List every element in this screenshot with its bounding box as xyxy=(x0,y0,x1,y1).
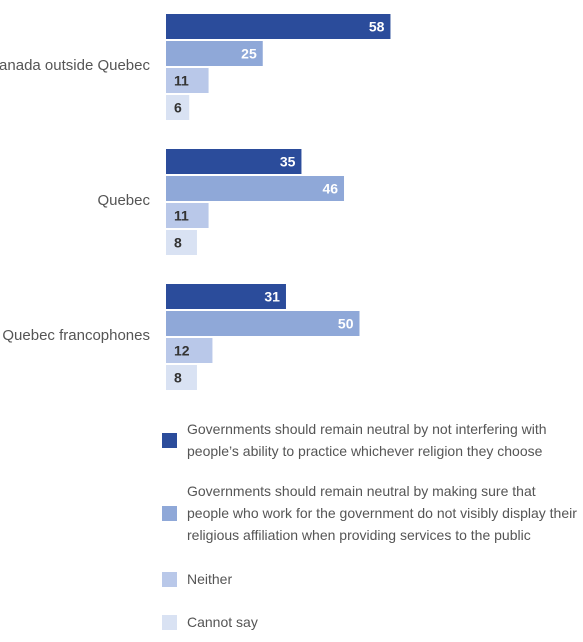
legend-label: Governments should remain neutral by not… xyxy=(187,421,547,459)
legend-label: Neither xyxy=(187,571,233,587)
data-label: 58 xyxy=(369,19,385,35)
bar xyxy=(166,41,263,66)
legend-item-visibly-display: Governments should remain neutral by mak… xyxy=(162,480,578,546)
data-label: 6 xyxy=(174,100,182,116)
category-label: Quebec francophones xyxy=(2,327,150,344)
bar xyxy=(166,311,360,336)
legend-swatch xyxy=(162,614,177,630)
legend-item-neither: Neither xyxy=(162,568,232,590)
data-label: 50 xyxy=(338,316,354,332)
data-label: 31 xyxy=(264,289,280,305)
bar xyxy=(166,338,213,363)
bar xyxy=(166,95,190,120)
bar xyxy=(166,68,209,93)
data-label: 8 xyxy=(174,370,182,386)
legend-label: Cannot say xyxy=(187,614,258,630)
data-label: 11 xyxy=(174,208,189,224)
category-label: Quebec xyxy=(97,192,150,209)
bar xyxy=(166,203,209,228)
legend-item-cannot-say: Cannot say xyxy=(162,611,258,633)
data-label: 11 xyxy=(174,73,189,89)
legend-item-interfering: Governments should remain neutral by not… xyxy=(162,418,578,462)
bar xyxy=(166,365,197,390)
data-label: 8 xyxy=(174,235,182,251)
data-label: 46 xyxy=(322,181,338,197)
legend-label: Governments should remain neutral by mak… xyxy=(187,483,577,543)
bar xyxy=(166,284,286,309)
legend-swatch xyxy=(162,571,177,587)
bar-chart: Canada outside Quebec 58 25 11 6 Quebec 35 46 11… xyxy=(0,14,391,390)
data-label: 25 xyxy=(241,46,257,62)
data-label: 35 xyxy=(280,154,296,170)
legend-swatch xyxy=(162,505,177,521)
legend-swatch xyxy=(162,432,177,448)
bar xyxy=(166,230,197,255)
bar xyxy=(166,14,391,39)
bar xyxy=(166,149,302,174)
category-label: Canada outside Quebec xyxy=(0,57,150,74)
bar xyxy=(166,176,345,201)
data-label: 12 xyxy=(174,343,190,359)
